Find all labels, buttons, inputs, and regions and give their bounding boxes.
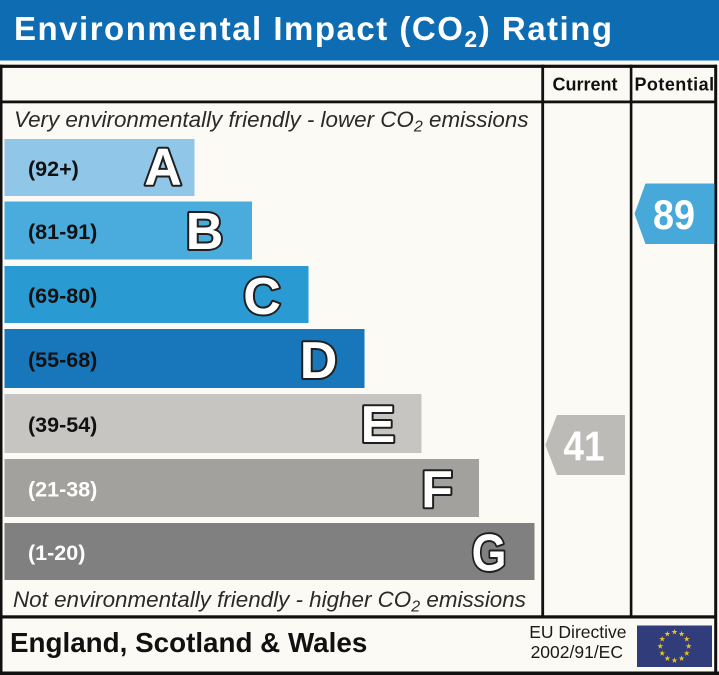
svg-text:(69-80): (69-80) bbox=[28, 284, 97, 308]
svg-text:Not environmentally friendly -: Not environmentally friendly - higher CO… bbox=[13, 587, 526, 616]
svg-text:G: G bbox=[472, 524, 507, 582]
svg-text:Current: Current bbox=[552, 75, 617, 95]
svg-text:(81-91): (81-91) bbox=[28, 220, 97, 244]
svg-text:E: E bbox=[361, 396, 396, 454]
svg-text:A: A bbox=[144, 139, 182, 197]
svg-text:(21-38): (21-38) bbox=[28, 478, 97, 502]
svg-text:(92+): (92+) bbox=[28, 157, 79, 181]
svg-text:Potential: Potential bbox=[634, 75, 714, 95]
svg-text:(1-20): (1-20) bbox=[28, 541, 85, 565]
svg-text:EU Directive: EU Directive bbox=[529, 622, 626, 642]
svg-text:C: C bbox=[243, 268, 281, 326]
svg-text:F: F bbox=[421, 461, 453, 519]
svg-text:2002/91/EC: 2002/91/EC bbox=[531, 642, 623, 662]
svg-text:89: 89 bbox=[653, 192, 695, 238]
svg-text:(39-54): (39-54) bbox=[28, 413, 97, 437]
svg-text:(55-68): (55-68) bbox=[28, 348, 97, 372]
svg-text:B: B bbox=[186, 203, 224, 261]
svg-text:England, Scotland & Wales: England, Scotland & Wales bbox=[10, 627, 367, 658]
svg-text:D: D bbox=[300, 332, 338, 390]
svg-text:41: 41 bbox=[563, 423, 604, 470]
svg-text:Environmental Impact (CO2) Rat: Environmental Impact (CO2) Rating bbox=[14, 10, 614, 52]
svg-text:Very environmentally friendly: Very environmentally friendly - lower CO… bbox=[14, 107, 529, 136]
